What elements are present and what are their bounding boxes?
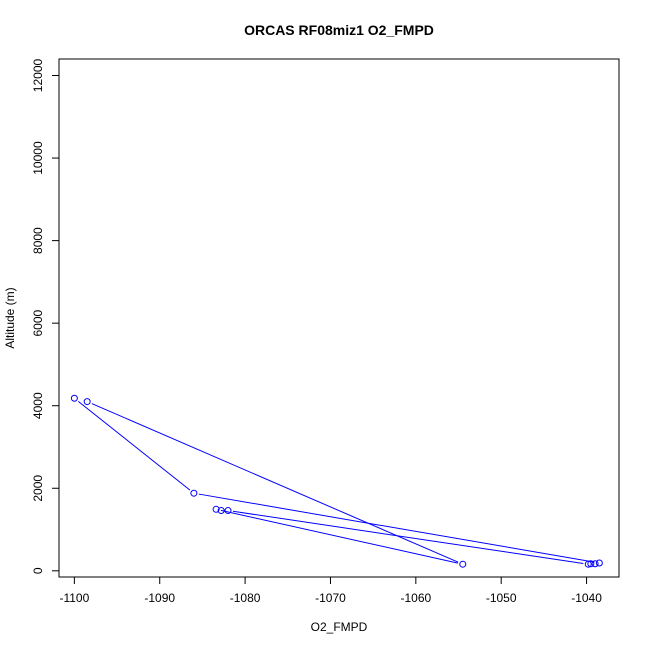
data-point: [212, 505, 220, 513]
x-tick-label: -1070: [315, 591, 346, 605]
data-point: [217, 507, 225, 515]
y-tick-label: 0: [31, 567, 45, 574]
x-tick-label: -1080: [230, 591, 261, 605]
plot-frame: [58, 58, 620, 578]
y-tick-label: 12000: [31, 59, 45, 93]
y-tick-label: 10000: [31, 141, 45, 175]
y-tick-label: 6000: [31, 309, 45, 336]
data-point: [224, 507, 232, 515]
data-point: [587, 560, 595, 568]
x-tick-label: -1050: [486, 591, 517, 605]
series-line-segment: [91, 403, 459, 563]
x-tick-label: -1040: [571, 591, 602, 605]
x-axis: -1100 -1090 -1080 -1070 -1060 -1050 -1040: [59, 577, 602, 605]
data-point: [591, 560, 599, 568]
x-tick-label: -1090: [144, 591, 175, 605]
data-point: [70, 394, 78, 402]
data-point: [584, 560, 592, 568]
y-tick-label: 2000: [31, 475, 45, 502]
y-tick-label: 4000: [31, 392, 45, 419]
chart-title: ORCAS RF08miz1 O2_FMPD: [244, 22, 434, 38]
y-axis: 0 2000 4000 6000 8000 10000 12000: [31, 59, 59, 574]
data-point: [190, 489, 198, 497]
data-point: [595, 559, 603, 567]
series-line-segment: [232, 510, 584, 564]
series-line-segment: [198, 493, 595, 563]
series-line-segment: [220, 509, 459, 564]
y-axis-label: Altitude (m): [3, 287, 17, 348]
data-point: [459, 560, 467, 568]
x-axis-label: O2_FMPD: [311, 620, 368, 634]
y-tick-label: 8000: [31, 227, 45, 254]
x-tick-label: -1100: [59, 591, 89, 605]
series-line-segment: [77, 400, 191, 491]
series-layer: [70, 394, 603, 568]
data-point: [83, 398, 91, 406]
x-tick-label: -1060: [400, 591, 431, 605]
